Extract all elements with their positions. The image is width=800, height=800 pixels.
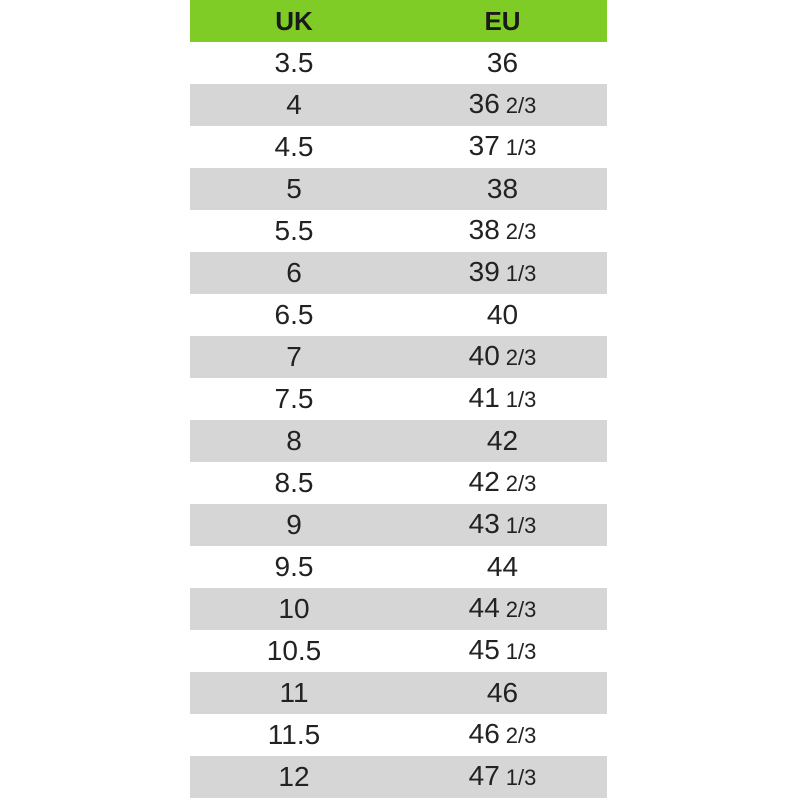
size-row: 8 42	[190, 420, 607, 462]
eu-fraction: 2/3	[505, 597, 537, 622]
eu-size: 46	[486, 677, 519, 708]
uk-size: 8	[286, 425, 302, 456]
eu-fraction: 2/3	[505, 345, 537, 370]
uk-size: 11.5	[267, 719, 321, 750]
eu-size: 43	[468, 508, 500, 539]
eu-size-cell: 36 2/3	[398, 83, 607, 127]
uk-size: 11	[279, 677, 309, 708]
eu-size: 36	[468, 88, 500, 119]
size-row: 5.5 38 2/3	[190, 210, 607, 252]
eu-size-cell: 36	[398, 42, 607, 84]
uk-size: 12	[278, 761, 310, 792]
uk-size: 3.5	[274, 47, 314, 78]
eu-size: 42	[486, 425, 519, 456]
uk-size: 10	[278, 593, 310, 624]
eu-size-cell: 47 1/3	[398, 755, 607, 799]
eu-fraction: 1/3	[505, 513, 537, 538]
header-cell: EU	[484, 6, 521, 36]
size-row: 11.5 46 2/3	[190, 714, 607, 756]
size-row: 7 40 2/3	[190, 336, 607, 378]
eu-size: 47	[468, 760, 500, 791]
eu-size: 38	[486, 173, 519, 204]
eu-size-cell: 45 1/3	[398, 629, 607, 673]
eu-fraction: 1/3	[505, 639, 537, 664]
size-row: 7.5 41 1/3	[190, 378, 607, 420]
uk-size: 9	[286, 509, 302, 540]
eu-fraction: 1/3	[505, 765, 537, 790]
uk-size: 7	[286, 341, 302, 372]
uk-size: 6.5	[274, 299, 314, 330]
eu-size: 41	[468, 382, 500, 413]
eu-size-cell: 43 1/3	[398, 503, 607, 547]
size-row: 5 38	[190, 168, 607, 210]
uk-size: 4	[286, 89, 302, 120]
eu-fraction: 1/3	[505, 387, 537, 412]
eu-size: 38	[468, 214, 500, 245]
eu-size: 36	[486, 47, 519, 78]
eu-size-cell: 46 2/3	[398, 713, 607, 757]
eu-size: 45	[468, 634, 500, 665]
eu-size-cell: 44 2/3	[398, 587, 607, 631]
eu-fraction: 2/3	[505, 723, 537, 748]
uk-size: 8.5	[274, 467, 314, 498]
size-table: UK EU 3.5 36 4 36 2/3 4.5 37 1/3 5 38 5.5 38 2/3 6 39 1/3…	[190, 0, 607, 798]
size-row: 9.5 44	[190, 546, 607, 588]
size-row: 6 39 1/3	[190, 252, 607, 294]
eu-size-cell: 41 1/3	[398, 377, 607, 421]
size-row: 4.5 37 1/3	[190, 126, 607, 168]
header-cell: UK	[275, 6, 313, 36]
size-row: 11 46	[190, 672, 607, 714]
eu-size-cell: 38	[398, 168, 607, 210]
eu-size-cell: 42 2/3	[398, 461, 607, 505]
uk-size: 5.5	[274, 215, 314, 246]
uk-size: 5	[286, 173, 302, 204]
size-row: 4 36 2/3	[190, 84, 607, 126]
uk-size: 9.5	[274, 551, 314, 582]
uk-size: 6	[286, 257, 302, 288]
eu-size: 44	[486, 551, 519, 582]
eu-fraction: 1/3	[505, 261, 537, 286]
uk-size: 10.5	[266, 635, 322, 666]
uk-size: 7.5	[274, 383, 314, 414]
eu-size-cell: 40 2/3	[398, 335, 607, 379]
uk-size: 4.5	[274, 131, 314, 162]
eu-size-cell: 40	[398, 294, 607, 336]
size-row: 10 44 2/3	[190, 588, 607, 630]
eu-size: 39	[468, 256, 500, 287]
eu-size: 37	[468, 130, 500, 161]
eu-fraction: 2/3	[505, 471, 537, 496]
eu-fraction: 1/3	[505, 135, 537, 160]
size-row: 6.5 40	[190, 294, 607, 336]
eu-size-cell: 39 1/3	[398, 251, 607, 295]
size-row: 12 47 1/3	[190, 756, 607, 798]
eu-fraction: 2/3	[505, 219, 537, 244]
size-row: 10.5 45 1/3	[190, 630, 607, 672]
size-row: 3.5 36	[190, 42, 607, 84]
eu-size: 42	[468, 466, 500, 497]
eu-size-cell: 44	[398, 546, 607, 588]
eu-size-cell: 42	[398, 420, 607, 462]
eu-size-cell: 37 1/3	[398, 125, 607, 169]
size-row: 8.5 42 2/3	[190, 462, 607, 504]
eu-size: 40	[468, 340, 500, 371]
eu-size: 40	[486, 299, 519, 330]
eu-fraction: 2/3	[505, 93, 537, 118]
eu-size: 46	[468, 718, 500, 749]
eu-size-cell: 46	[398, 672, 607, 714]
size-row: 9 43 1/3	[190, 504, 607, 546]
eu-size: 44	[468, 592, 500, 623]
eu-size-cell: 38 2/3	[398, 209, 607, 253]
header-row: UK EU	[190, 0, 607, 42]
